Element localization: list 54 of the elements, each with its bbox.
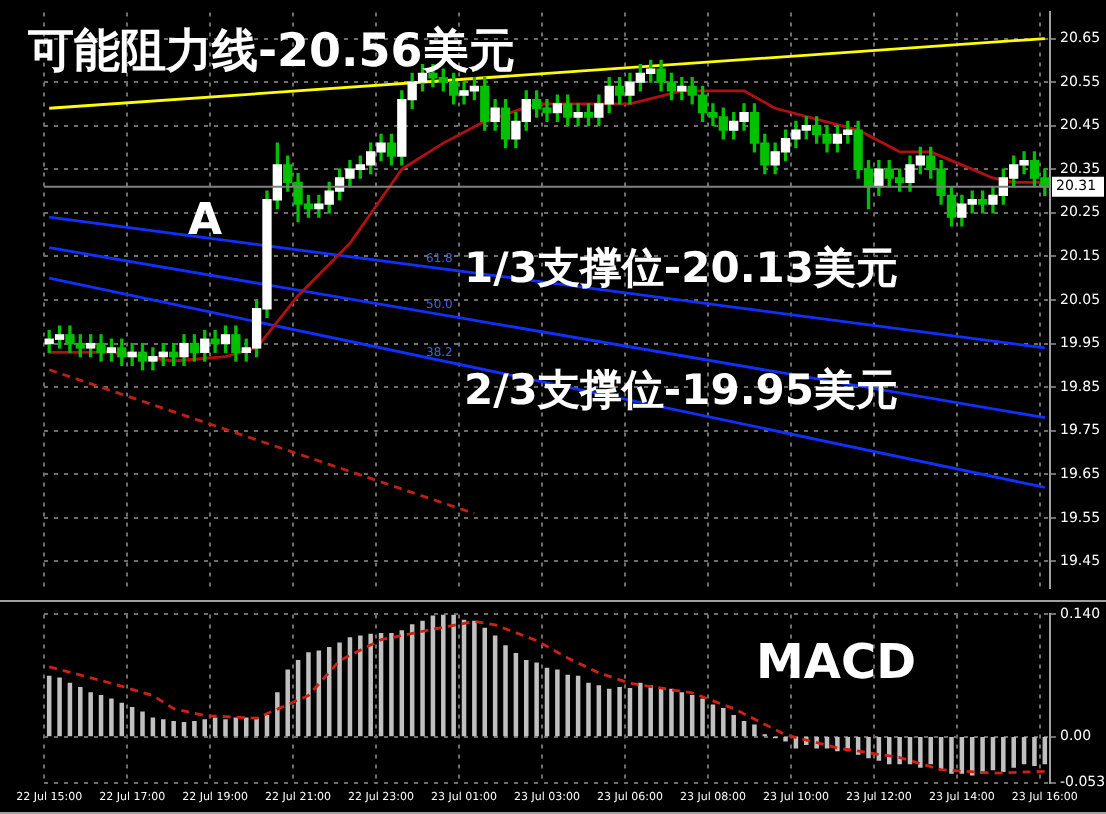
bar [669,688,674,737]
bar [565,674,570,737]
bar [223,719,228,737]
bar [524,659,529,737]
bar [534,662,539,737]
bar [586,682,591,737]
bar [161,719,166,737]
bar [306,652,311,737]
chart-title: MACD [756,634,916,690]
bar [503,645,508,737]
bar [57,677,62,737]
bar [140,711,145,737]
annotation: A [188,196,223,246]
bar [835,736,840,752]
bar [783,736,788,742]
bar [928,736,933,765]
bar [389,632,394,737]
candlestick [210,329,220,353]
bar [617,687,622,737]
bar [555,669,560,737]
bar [731,714,736,737]
bar [192,721,197,737]
bar [1032,736,1037,767]
bar [451,614,456,737]
line-series [47,619,1047,775]
bar [1011,736,1016,768]
bar [710,704,716,737]
bar [337,642,342,737]
bar [109,698,114,737]
bar [918,736,923,768]
bar [824,736,830,749]
bar [420,620,425,737]
bar [980,736,985,774]
bar [88,692,93,737]
bar [171,721,176,737]
bar [472,620,477,737]
annotation: 可能阻力线-20.56美元 [26,24,515,78]
bar [202,719,208,737]
bar [949,736,954,774]
bar [1001,736,1006,773]
bar [866,736,871,759]
bar [368,633,373,737]
bar [648,685,653,737]
bar [275,692,280,737]
bar [700,698,705,737]
bar [721,707,726,737]
bar [441,614,446,737]
bar [358,635,363,737]
bar [638,682,643,737]
bar [78,687,83,737]
bar [752,724,757,737]
bar [897,736,902,765]
bar [285,669,290,737]
bar [254,717,259,737]
